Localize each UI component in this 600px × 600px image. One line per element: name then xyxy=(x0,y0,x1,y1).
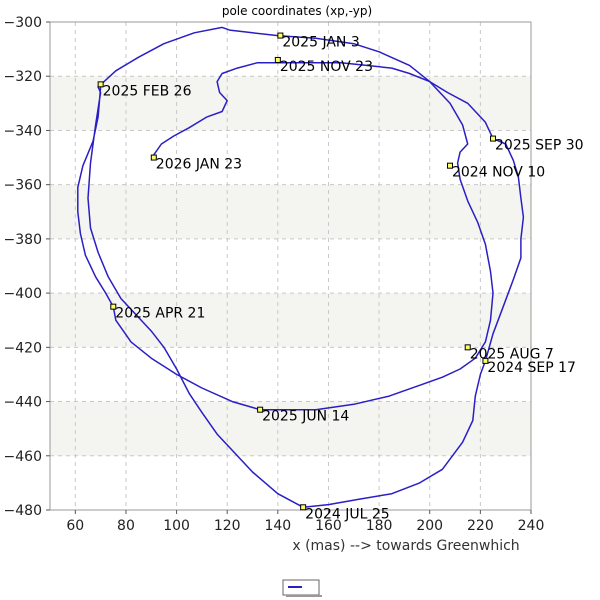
y-tick-label: −480 xyxy=(4,503,42,519)
x-axis-label: x (mas) --> towards Greenwhich xyxy=(292,538,519,554)
background-band xyxy=(50,401,531,456)
background-band xyxy=(50,184,531,239)
y-tick-label: −360 xyxy=(4,178,42,194)
y-tick-label: −400 xyxy=(4,286,42,302)
x-tick-label: 60 xyxy=(66,518,84,534)
date-marker xyxy=(150,154,157,161)
date-label: 2024 SEP 17 xyxy=(487,360,576,376)
date-label: 2025 JAN 3 xyxy=(282,35,359,51)
date-label: 2025 APR 21 xyxy=(115,306,205,322)
y-tick-label: −420 xyxy=(4,340,42,356)
x-tick-label: 180 xyxy=(366,518,393,534)
plot-frame xyxy=(49,21,532,511)
date-markers: 2025 JAN 3 2025 NOV 23 2025 FEB 26 2026 JAN… xyxy=(97,32,584,522)
date-label: 2024 JUL 25 xyxy=(305,506,390,522)
y-tick-label: −320 xyxy=(4,69,42,85)
date-marker xyxy=(464,344,471,351)
chart-title: pole coordinates (xp,-yp) xyxy=(222,4,372,18)
x-tick-label: 220 xyxy=(467,518,494,534)
legend xyxy=(282,579,322,597)
x-tick-label: 100 xyxy=(163,518,190,534)
series-line xyxy=(153,61,525,509)
series-lines xyxy=(77,26,525,509)
y-tick-label: −440 xyxy=(4,395,42,411)
date-marker xyxy=(482,357,489,364)
date-marker xyxy=(274,56,281,63)
date-label: 2024 NOV 10 xyxy=(452,165,545,181)
date-label: 2025 AUG 7 xyxy=(470,346,554,362)
date-label: 2026 JAN 23 xyxy=(156,157,242,173)
y-axis-ticks: −300 −320 −340 −360 −380 −400 −420 −440 −460 −480 xyxy=(4,15,50,519)
date-marker xyxy=(490,135,497,142)
x-tick-label: 160 xyxy=(315,518,342,534)
x-tick-label: 140 xyxy=(264,518,291,534)
x-tick-label: 80 xyxy=(117,518,135,534)
date-label: 2025 SEP 30 xyxy=(495,138,584,154)
x-tick-label: 120 xyxy=(214,518,241,534)
date-marker xyxy=(110,303,117,310)
background-band xyxy=(50,293,531,348)
date-label: 2025 NOV 23 xyxy=(280,59,373,75)
x-axis-ticks: 60 80 100 120 140 160 180 200 220 240 xyxy=(66,510,544,534)
x-tick-label: 200 xyxy=(416,518,443,534)
date-label: 2025 JUN 14 xyxy=(262,409,349,425)
date-marker xyxy=(97,81,104,88)
gridlines xyxy=(50,21,532,511)
date-marker xyxy=(257,406,264,413)
date-marker xyxy=(446,162,453,169)
y-tick-label: −380 xyxy=(4,232,42,248)
background-bands xyxy=(50,76,531,456)
date-marker xyxy=(300,504,307,511)
legend-shadow xyxy=(286,595,322,597)
x-tick-label: 240 xyxy=(518,518,545,534)
date-label: 2025 FEB 26 xyxy=(103,83,192,99)
y-tick-label: −300 xyxy=(4,15,42,31)
series-line-early xyxy=(77,26,494,508)
y-tick-label: −460 xyxy=(4,449,42,465)
date-marker xyxy=(277,32,284,39)
y-tick-label: −340 xyxy=(4,123,42,139)
